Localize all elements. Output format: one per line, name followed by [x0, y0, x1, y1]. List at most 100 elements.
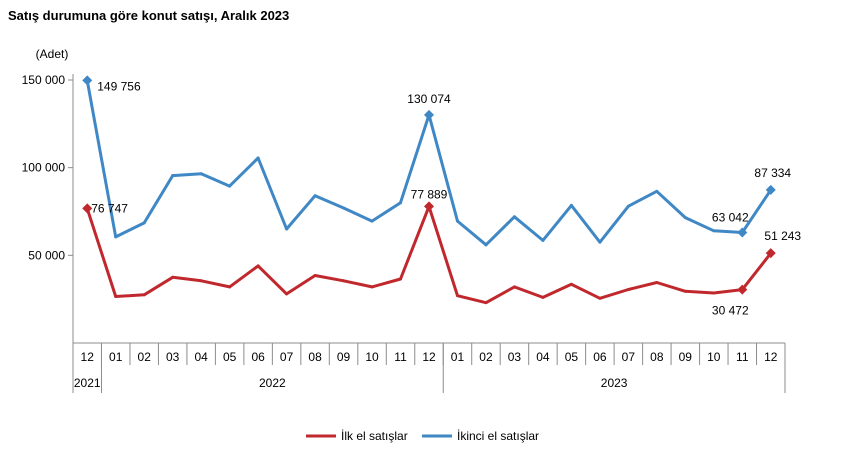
data-point	[712, 291, 716, 295]
legend: İlk el satışlar İkinci el satışlar	[306, 429, 539, 443]
x-tick-label: 11	[394, 350, 407, 364]
x-tick-label: 01	[451, 350, 465, 364]
data-point	[541, 295, 545, 299]
legend-label: İlk el satışlar	[341, 429, 408, 443]
x-tick-label: 11	[736, 350, 749, 364]
data-point-marker	[424, 109, 434, 120]
x-axis: 12 01 02 03 04 05 06 07 08 09 10 11 12 01 02 03 04 05 06 07…	[72, 342, 786, 393]
x-tick-label: 07	[280, 350, 294, 364]
data-point	[683, 289, 687, 293]
data-point	[285, 292, 289, 296]
data-point	[256, 264, 260, 268]
data-point	[455, 294, 459, 298]
data-point	[399, 277, 403, 281]
data-point	[142, 293, 146, 297]
data-point	[541, 238, 545, 242]
x-tick-label: 05	[565, 350, 579, 364]
data-point-marker	[82, 203, 93, 214]
year-label: 2023	[601, 376, 628, 390]
data-point	[399, 201, 403, 205]
x-tick-label: 12	[422, 350, 436, 364]
data-label: 130 074	[407, 92, 451, 106]
data-point-marker	[737, 284, 748, 295]
data-point	[512, 215, 516, 219]
x-tick-label: 01	[109, 350, 123, 364]
data-label: 87 334	[754, 166, 791, 180]
data-label: 149 756	[97, 79, 141, 93]
x-tick-label: 03	[508, 350, 522, 364]
data-point	[342, 279, 346, 283]
x-tick-label: 03	[166, 350, 180, 364]
data-point	[484, 243, 488, 247]
legend-label: İkinci el satışlar	[457, 429, 539, 443]
data-point	[342, 206, 346, 210]
data-point	[712, 229, 716, 233]
data-point	[569, 203, 573, 207]
data-point	[484, 301, 488, 305]
data-point	[142, 221, 146, 225]
series-line	[85, 204, 773, 305]
data-point	[626, 288, 630, 292]
x-tick-label: 06	[251, 350, 265, 364]
data-point	[569, 282, 573, 286]
data-point	[598, 296, 602, 300]
data-label: 77 889	[411, 187, 448, 201]
data-point	[228, 184, 232, 188]
data-point	[285, 227, 289, 231]
x-tick-label: 12	[764, 350, 778, 364]
y-axis-label: (Adet)	[36, 47, 69, 61]
year-label: 2021	[74, 376, 101, 390]
x-tick-label: 06	[593, 350, 607, 364]
data-point	[512, 285, 516, 289]
data-point	[313, 273, 317, 277]
x-tick-label: 10	[707, 350, 721, 364]
x-tick-label: 08	[308, 350, 322, 364]
x-tick-label: 08	[650, 350, 664, 364]
data-point	[455, 219, 459, 223]
data-point	[626, 204, 630, 208]
data-point-marker	[424, 201, 434, 212]
data-point	[171, 174, 175, 178]
year-label: 2022	[259, 376, 286, 390]
x-tick-label: 02	[138, 350, 152, 364]
data-point-marker	[737, 227, 748, 238]
x-tick-label: 05	[223, 350, 237, 364]
data-point	[655, 281, 659, 285]
data-point-marker	[765, 184, 776, 195]
y-tick-label: 100 000	[22, 161, 66, 175]
x-tick-label: 10	[365, 350, 379, 364]
data-point	[171, 275, 175, 279]
data-point	[228, 285, 232, 289]
x-tick-label: 09	[679, 350, 693, 364]
data-point	[114, 235, 118, 239]
series-0	[82, 201, 776, 305]
x-tick-label: 07	[622, 350, 636, 364]
data-point	[655, 189, 659, 193]
series-layer: 76 747 77 889 30 472 51 243 149 756 130 074 63…	[82, 75, 801, 318]
data-point	[683, 216, 687, 220]
data-label: 30 472	[712, 304, 749, 318]
x-tick-label: 04	[536, 350, 550, 364]
data-point	[370, 219, 374, 223]
data-point	[370, 285, 374, 289]
data-label: 63 042	[712, 210, 749, 224]
x-tick-label: 02	[479, 350, 493, 364]
data-point	[598, 240, 602, 244]
chart-title: Satış durumuna göre konut satışı, Aralık…	[8, 8, 290, 23]
data-point-marker	[82, 75, 93, 86]
y-axis: 50 000 100 000 150 000	[22, 73, 74, 343]
y-tick-label: 50 000	[28, 248, 65, 262]
series-1	[82, 75, 776, 247]
x-tick-label: 09	[337, 350, 351, 364]
y-tick-label: 150 000	[22, 73, 66, 87]
data-point	[114, 295, 118, 299]
data-point	[256, 156, 260, 160]
x-tick-label: 12	[81, 350, 95, 364]
data-point	[199, 172, 203, 176]
data-label: 76 747	[91, 201, 128, 215]
data-point	[199, 279, 203, 283]
data-point	[313, 194, 317, 198]
data-point-marker	[765, 248, 776, 259]
x-tick-label: 04	[194, 350, 208, 364]
